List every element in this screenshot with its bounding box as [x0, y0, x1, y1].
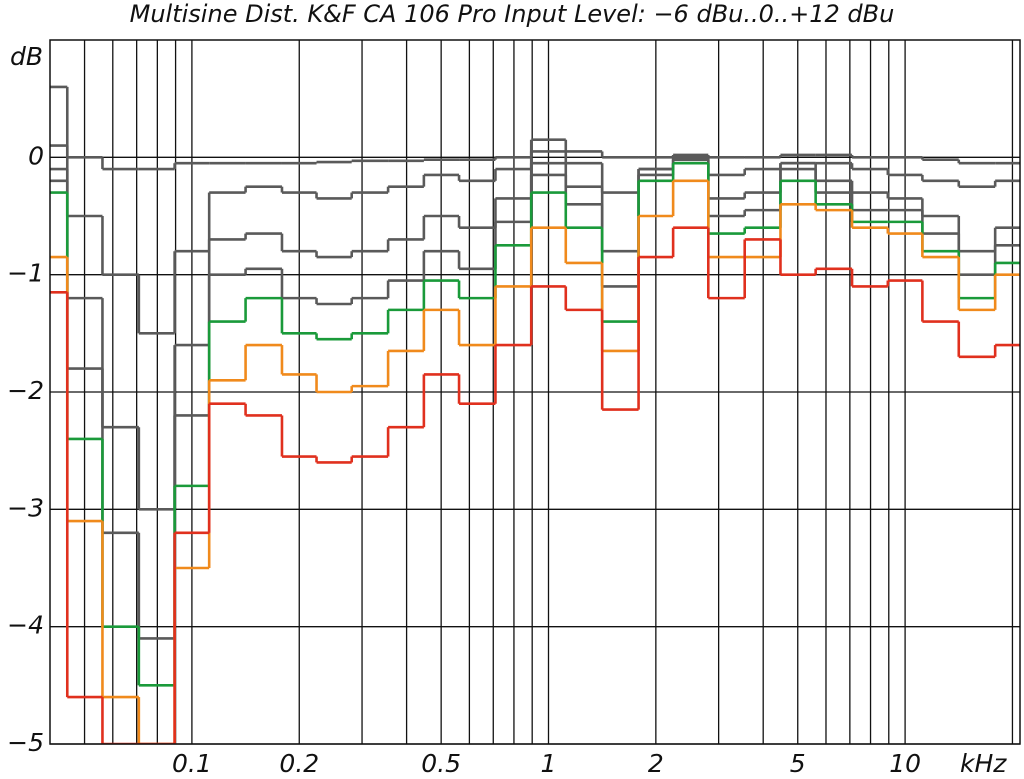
grid	[50, 40, 1020, 745]
x-axis-label: kHz	[960, 749, 1007, 778]
y-tick-label: −5	[7, 728, 44, 757]
chart-title: Multisine Dist. K&F CA 106 Pro Input Lev…	[130, 0, 895, 28]
x-tick-label: 2	[648, 749, 664, 778]
y-axis-label: dB	[10, 42, 43, 71]
series-line	[50, 85, 1020, 171]
series-group	[50, 85, 1020, 744]
y-tick-label: −2	[7, 376, 44, 405]
x-tick-label: 0.5	[421, 749, 461, 778]
x-tick-label: 0.2	[279, 749, 319, 778]
x-tick-label: 1	[541, 749, 557, 778]
series-line	[50, 226, 1020, 744]
plot-frame	[49, 39, 1021, 745]
x-tick-label: 0.1	[172, 749, 212, 778]
y-tick-label: 0	[28, 141, 44, 170]
x-tick-label: 5	[790, 749, 806, 778]
x-tick-label: 10	[889, 749, 921, 778]
y-tick-label: −4	[7, 611, 44, 640]
y-tick-label: −3	[7, 493, 44, 522]
y-tick-label: −1	[7, 259, 44, 288]
